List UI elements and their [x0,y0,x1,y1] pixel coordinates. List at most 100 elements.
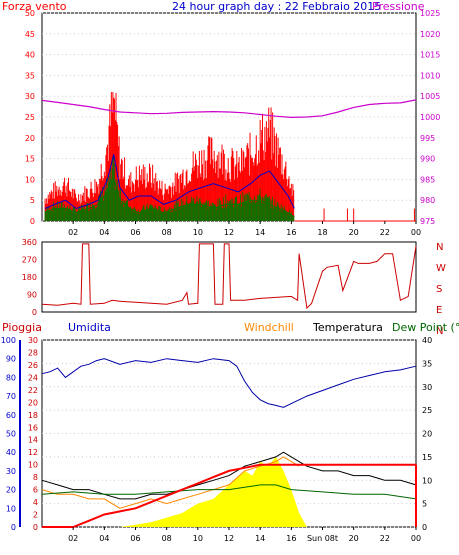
wind-axis-ticks: 0 5 10 15 20 25 30 35 40 45 50 [25,9,35,226]
temperature-series-line [41,451,417,500]
x-tick-label: 10 [193,534,203,543]
compass-label: N [436,242,443,253]
direction-tick-label: 90 [27,291,37,300]
pressure-axis-ticks: 975 980 985 990 995 1000 1005 1010 1015 1020 1025 [420,9,440,226]
humidity-tick-label: 90 [6,355,16,364]
temperature-title: Temperatura [312,321,383,334]
direction-tick-label: 180 [22,273,37,282]
rain-tick-label: 28 [28,348,38,357]
pressure-series-line [41,99,417,119]
page-title: 24 hour graph day : 22 Febbraio 2015 [172,0,381,13]
rain-tick-label: 8 [33,473,38,482]
compass-label: S [436,284,442,295]
wind-tick-label: 5 [30,196,35,205]
pressure-tick-label: 995 [420,134,435,143]
temperature-axis-ticks: 0 5 10 15 20 25 30 35 40 [422,336,432,532]
x-tick-label: 20 [349,534,359,543]
pressure-tick-label: 975 [420,217,435,226]
avg_wind-series-line [44,178,295,218]
direction-series-line [41,243,417,310]
wind-tick-label: 45 [25,30,35,39]
direction-marks [41,243,417,310]
temp-tick-label: 30 [422,383,432,392]
x-tick-label: 08 [162,534,172,543]
rain-tick-label: 22 [28,386,38,395]
x-tick-label: 12 [224,534,234,543]
wind-pressure-marks [41,92,417,222]
x-tick-label: 00 [411,534,421,543]
rain-tick-label: 0 [33,523,38,532]
temp-tick-label: 40 [422,336,432,345]
x-tick-label: 08 [162,228,172,237]
humidity-axis-ticks: 0 10 20 30 40 50 60 70 80 90 100 [1,336,16,532]
temp-tick-label: 0 [422,523,427,532]
pressure-tick-label: 985 [420,175,435,184]
direction-frame [41,241,417,313]
humidity-tick-label: 20 [6,486,16,495]
x-tick-label: 06 [130,534,140,543]
x-tick-label: 16 [286,228,296,237]
pressure-tick-label: 980 [420,196,435,205]
x-tick-label: 22 [380,534,390,543]
compass-label: N [436,326,443,337]
x-tick-label: 14 [255,534,265,543]
rain-tick-label: 30 [28,336,38,345]
wind-tick-label: 20 [25,134,35,143]
x-tick-label: 02 [68,228,78,237]
x-tick-label: 12 [224,228,234,237]
pressure-tick-label: 1000 [420,113,440,122]
x-tick-label: 18 [317,228,327,237]
wind-tick-label: 40 [25,51,35,60]
rain-tick-label: 26 [28,361,38,370]
wind-tick-label: 15 [25,155,35,164]
x-tick-label: 04 [99,228,109,237]
temperature-marks [41,358,417,528]
dewpoint-title: Dew Point (°C [392,321,459,334]
solar-area [119,456,307,527]
x-tick-label: 22 [380,228,390,237]
x-tick-label: 02 [68,534,78,543]
x-tick-label: 20 [349,228,359,237]
direction-tick-label: 360 [22,238,37,247]
compass-label: W [436,263,446,274]
temp-tick-label: 35 [422,359,432,368]
wind-tick-label: 50 [25,9,35,18]
wind-tick-label: 0 [30,217,35,226]
humidity-tick-label: 70 [6,392,16,401]
pressure-tick-label: 1015 [420,51,440,60]
compass-label: E [436,305,442,316]
humidity-tick-label: 10 [6,504,16,513]
rain-tick-label: 16 [28,423,38,432]
pressure-tick-label: 1010 [420,71,440,80]
windchill-series-line [41,456,300,509]
x-tick-label: 16 [286,534,296,543]
direction-axis-ticks: 0 90 180 270 360 [22,238,37,317]
temp-tick-label: 5 [422,500,427,509]
humidity-tick-label: 100 [1,336,16,345]
wind-x-ticks: 02 04 06 08 10 12 14 16 18 20 22 00 [68,221,421,237]
x-tick-label: 04 [99,534,109,543]
rain-tick-label: 18 [28,411,38,420]
rain-tick-label: 20 [28,398,38,407]
wind-tick-label: 30 [25,92,35,101]
rain-series-line [42,463,416,528]
wind-tick-label: 25 [25,113,35,122]
temp-tick-label: 10 [422,476,432,485]
x-tick-label: 06 [130,228,140,237]
wind-tick-label: 10 [25,175,35,184]
rain-tick-label: 6 [33,486,38,495]
humidity-tick-label: 50 [6,430,16,439]
temp-tick-label: 20 [422,430,432,439]
direction-tick-label: 270 [22,256,37,265]
humidity-tick-label: 60 [6,411,16,420]
humidity-tick-label: 30 [6,467,16,476]
gust_line-series-line [44,154,295,210]
temp-tick-label: 25 [422,406,432,415]
pressure-axis-title: Pressione [372,0,425,13]
wind-tick-label: 35 [25,71,35,80]
humidity-axis-title: Umidita [68,321,111,334]
